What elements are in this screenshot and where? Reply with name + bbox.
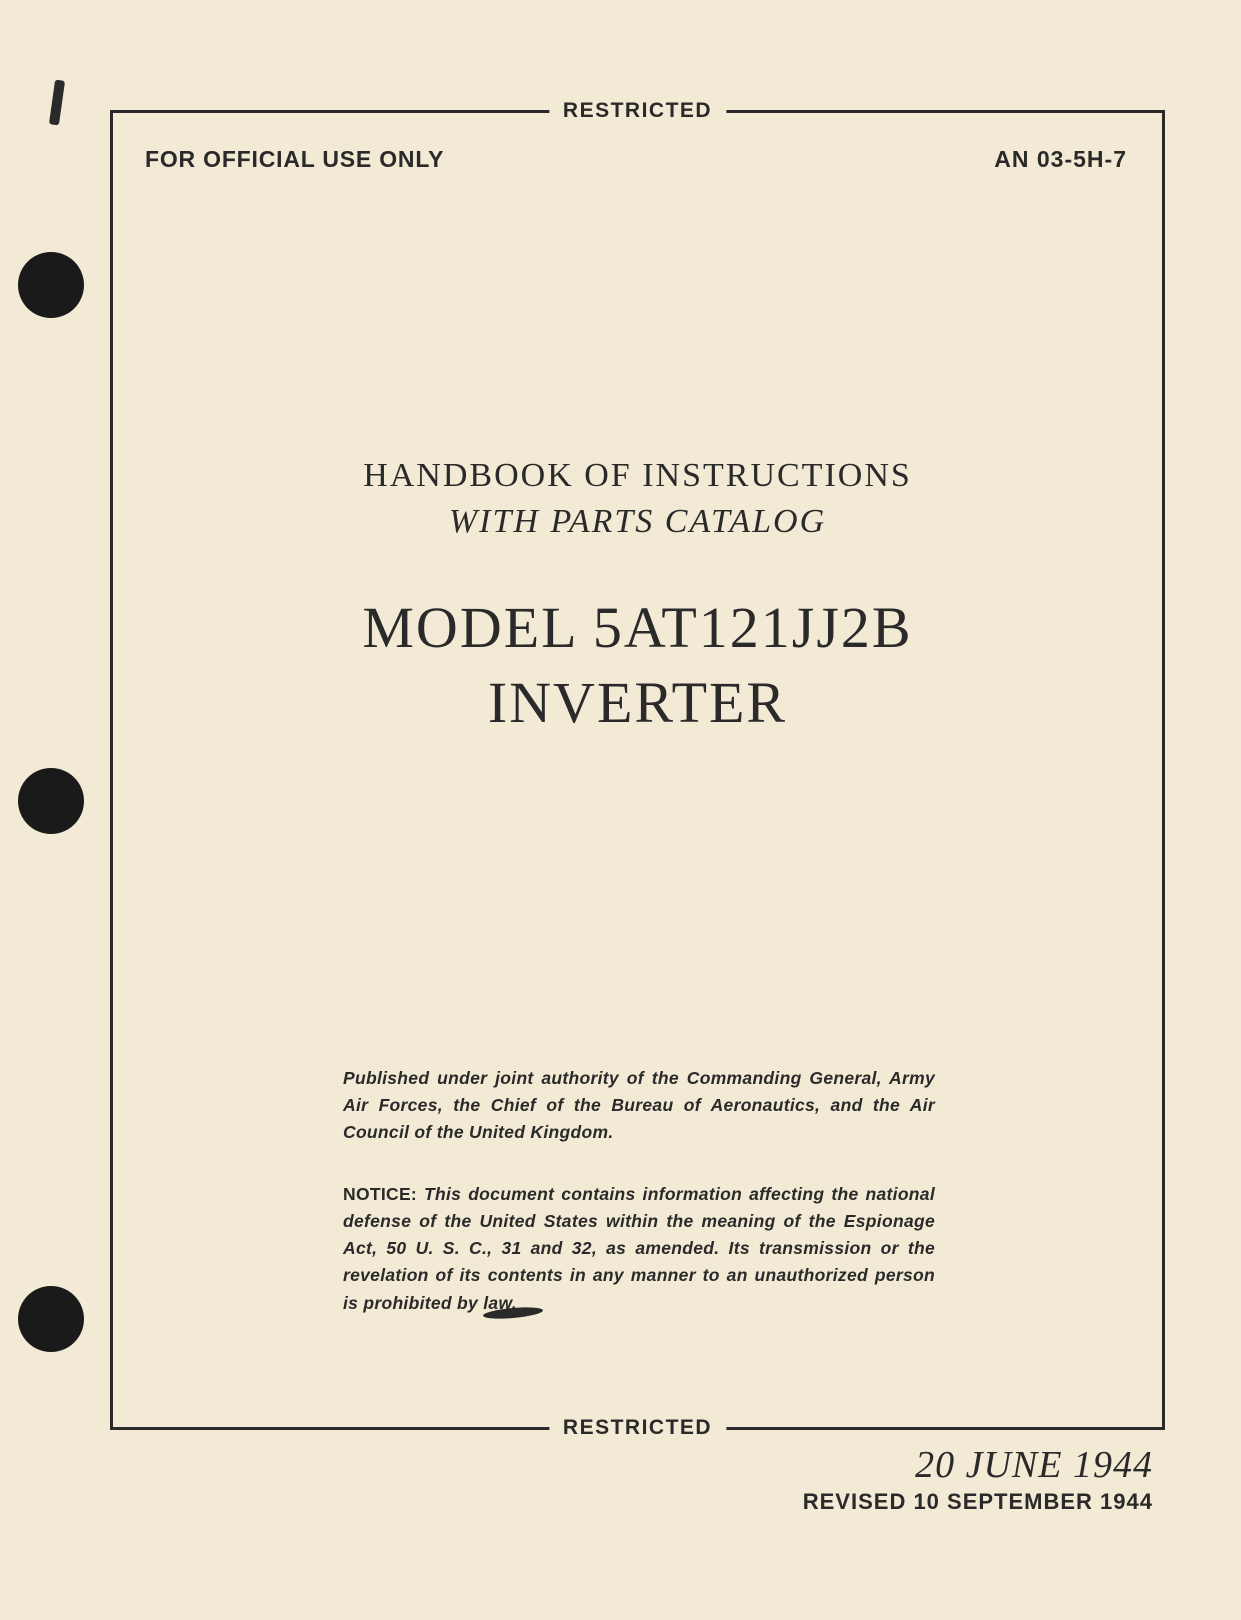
document-page: RESTRICTED FOR OFFICIAL USE ONLY AN 03-5… xyxy=(0,0,1241,1620)
title-line-1: MODEL 5AT121JJ2B xyxy=(362,595,912,660)
revised-date: REVISED 10 SEPTEMBER 1944 xyxy=(803,1489,1153,1515)
notice-label: NOTICE: xyxy=(343,1184,417,1204)
notice-statement: NOTICE: This document contains informati… xyxy=(343,1181,935,1317)
date-block: 20 JUNE 1944 REVISED 10 SEPTEMBER 1944 xyxy=(803,1443,1153,1515)
document-subtitle: HANDBOOK OF INSTRUCTIONS WITH PARTS CATA… xyxy=(113,453,1162,545)
punch-hole-icon xyxy=(18,1286,84,1352)
classification-bottom: RESTRICTED xyxy=(549,1416,726,1440)
subtitle-line-2: WITH PARTS CATALOG xyxy=(113,499,1162,545)
document-number: AN 03-5H-7 xyxy=(994,146,1127,173)
page-border-frame: RESTRICTED FOR OFFICIAL USE ONLY AN 03-5… xyxy=(110,110,1165,1430)
punch-hole-icon xyxy=(18,768,84,834)
notice-text: This document contains information affec… xyxy=(343,1184,935,1313)
official-use-label: FOR OFFICIAL USE ONLY xyxy=(145,146,444,173)
issue-date: 20 JUNE 1944 xyxy=(803,1443,1153,1487)
binding-mark xyxy=(49,80,65,126)
publisher-statement: Published under joint authority of the C… xyxy=(343,1065,935,1146)
subtitle-line-1: HANDBOOK OF INSTRUCTIONS xyxy=(113,453,1162,499)
punch-hole-icon xyxy=(18,252,84,318)
title-line-2: INVERTER xyxy=(488,670,787,735)
document-title: MODEL 5AT121JJ2B INVERTER xyxy=(113,590,1162,741)
classification-top: RESTRICTED xyxy=(549,99,726,123)
